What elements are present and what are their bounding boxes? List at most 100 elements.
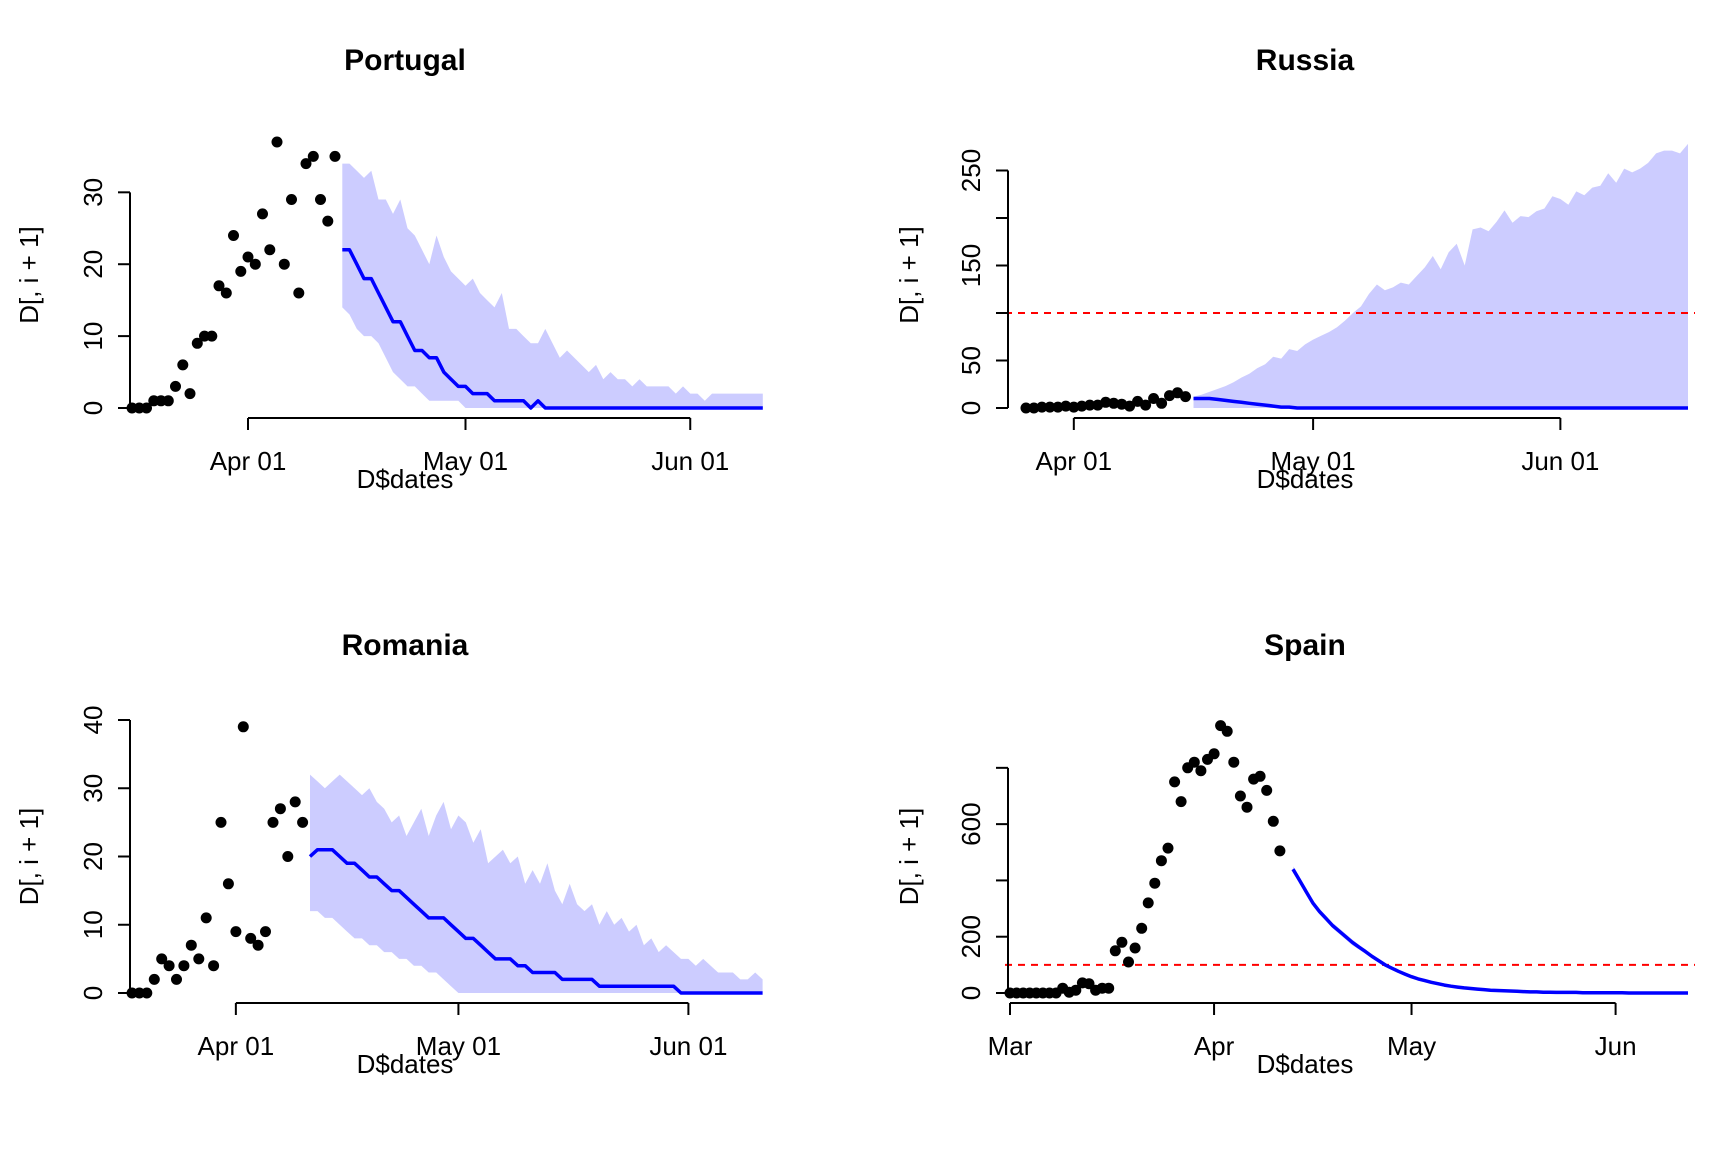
y-tick-label: 0 — [956, 401, 986, 415]
y-axis-label: D[, i + 1] — [894, 226, 924, 324]
data-point — [1156, 397, 1168, 409]
x-axis-label: D$dates — [1257, 1049, 1354, 1079]
data-point — [200, 912, 212, 924]
data-point — [148, 973, 160, 985]
y-tick-label: 0 — [956, 986, 986, 1000]
x-tick-label: Apr 01 — [210, 446, 287, 476]
chart-title: Portugal — [344, 44, 466, 77]
data-point — [252, 939, 264, 951]
forecast-band — [310, 774, 763, 993]
x-tick-label: May 01 — [416, 1031, 501, 1061]
chart-title: Russia — [1256, 44, 1355, 77]
data-point — [260, 926, 271, 938]
data-point — [1228, 756, 1240, 768]
y-tick-label: 10 — [78, 910, 108, 939]
data-point — [1195, 765, 1207, 777]
forecast-median-line — [308, 847, 763, 995]
data-point — [213, 280, 225, 292]
data-point — [1274, 845, 1286, 857]
data-point — [307, 150, 319, 162]
x-tick-label: Jun 01 — [651, 446, 729, 476]
x-tick-label: May 01 — [423, 446, 508, 476]
panel-portugal: Portugal Apr 01 May 01 Jun 01 0 10 20 30 D$dates… — [14, 44, 763, 494]
data-point — [1148, 393, 1160, 404]
chart-title: Romania — [342, 629, 469, 662]
data-point — [1188, 756, 1200, 768]
data-point — [215, 816, 227, 828]
data-point — [206, 330, 218, 342]
data-point — [1254, 770, 1266, 782]
data-point — [1070, 984, 1082, 996]
x-tick-label: Apr — [1194, 1031, 1235, 1061]
data-point — [245, 932, 257, 944]
data-point — [1123, 956, 1134, 968]
x-tick-label: Apr 01 — [1036, 446, 1113, 476]
data-point — [1103, 982, 1115, 994]
y-tick-label: 50 — [956, 346, 986, 375]
data-point — [282, 851, 294, 862]
chart-title: Spain — [1264, 629, 1346, 662]
data-point — [191, 337, 203, 349]
x-axis-label: D$dates — [357, 1049, 454, 1079]
y-tick-label: 200 — [956, 915, 986, 958]
data-point — [1142, 897, 1154, 909]
data-point — [208, 960, 220, 972]
data-point — [1155, 855, 1167, 867]
data-point — [230, 926, 242, 938]
data-point — [286, 194, 297, 205]
forecast-median-line — [1291, 868, 1688, 995]
data-point — [297, 816, 309, 828]
data-point — [1116, 936, 1128, 948]
data-point — [193, 953, 205, 965]
data-point — [171, 973, 182, 985]
y-tick-label: 30 — [78, 774, 108, 803]
data-point — [1109, 945, 1121, 957]
panel-russia: Russia Apr 01 May 01 Jun 01 0 50 150 250 D$dates… — [894, 44, 1695, 494]
data-point — [315, 194, 326, 205]
data-point — [237, 721, 249, 733]
x-axis-label: D$dates — [357, 464, 454, 494]
data-point — [141, 987, 153, 999]
data-point — [300, 158, 312, 170]
forecast-band — [1293, 866, 1688, 993]
y-tick-label: 30 — [78, 178, 108, 207]
forecast-median-line — [342, 248, 763, 410]
data-point — [293, 287, 305, 299]
x-tick-label: Jun 01 — [649, 1031, 727, 1061]
forecast-median-line — [1193, 396, 1688, 410]
data-point — [1136, 922, 1148, 934]
data-point — [322, 215, 334, 227]
data-point — [271, 136, 283, 148]
y-tick-label: 40 — [78, 706, 108, 735]
data-point — [228, 230, 239, 241]
data-point — [257, 208, 268, 220]
data-point — [163, 960, 175, 972]
data-point — [1028, 402, 1040, 414]
x-tick-label: May — [1387, 1031, 1436, 1061]
data-point — [1124, 400, 1136, 412]
data-point — [242, 251, 254, 263]
data-point — [274, 803, 286, 815]
data-point — [177, 359, 189, 371]
data-point — [1162, 842, 1174, 854]
data-point — [1108, 397, 1120, 409]
data-point — [1149, 877, 1161, 889]
data-point — [1068, 401, 1080, 413]
y-tick-label: 20 — [78, 842, 108, 871]
data-point — [1267, 815, 1279, 827]
data-point — [1261, 784, 1273, 796]
data-point — [178, 960, 190, 972]
x-tick-label: May 01 — [1270, 446, 1355, 476]
y-axis-label: D[, i + 1] — [894, 808, 924, 906]
data-point — [235, 265, 247, 277]
data-point — [1234, 790, 1246, 802]
data-point — [1020, 402, 1032, 414]
x-tick-label: Mar — [988, 1031, 1033, 1061]
data-point — [249, 258, 261, 270]
y-tick-label: 150 — [956, 244, 986, 287]
data-point — [156, 953, 168, 965]
data-point — [141, 402, 152, 414]
data-point — [1221, 725, 1233, 737]
data-point — [289, 796, 301, 808]
data-point — [170, 380, 181, 392]
